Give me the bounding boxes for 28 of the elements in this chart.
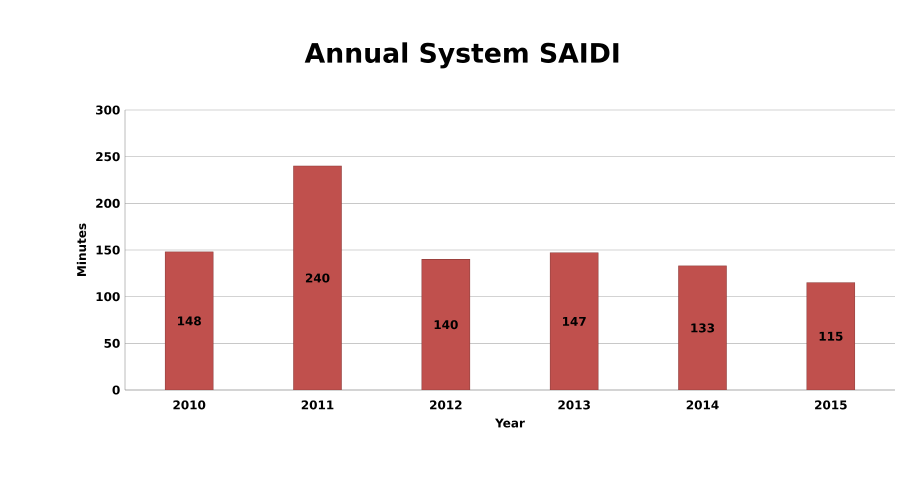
data-label: 140 [434, 320, 458, 330]
data-label: 240 [306, 273, 330, 283]
data-label: 147 [563, 317, 586, 326]
data-label: 133 [691, 323, 714, 332]
y-tick-label: 150 [96, 245, 120, 255]
bar [806, 282, 856, 390]
bar [293, 166, 342, 390]
x-tick-label: 2010 [173, 400, 206, 410]
x-tick-label: 2014 [686, 400, 719, 410]
x-axis-title: Year [495, 418, 525, 428]
y-tick-label: 100 [96, 292, 120, 302]
x-tick-label: 2015 [815, 400, 847, 410]
bar [550, 252, 598, 390]
y-tick-label: 250 [96, 152, 120, 162]
data-label: 148 [178, 316, 201, 326]
bar [422, 259, 470, 390]
y-tick-label: 200 [96, 198, 120, 208]
data-label: 115 [820, 332, 843, 341]
x-tick-label: 2013 [558, 400, 590, 410]
y-axis-title: Minutes [76, 223, 86, 276]
y-tick-label: 300 [96, 105, 120, 115]
bar [678, 266, 727, 390]
y-tick-label: 0 [112, 385, 120, 395]
x-tick-label: 2012 [430, 400, 462, 410]
x-tick-label: 2011 [302, 400, 334, 410]
chart-title: Annual System SAIDI [304, 42, 618, 68]
bar [164, 252, 214, 390]
y-tick-label: 50 [104, 338, 120, 348]
